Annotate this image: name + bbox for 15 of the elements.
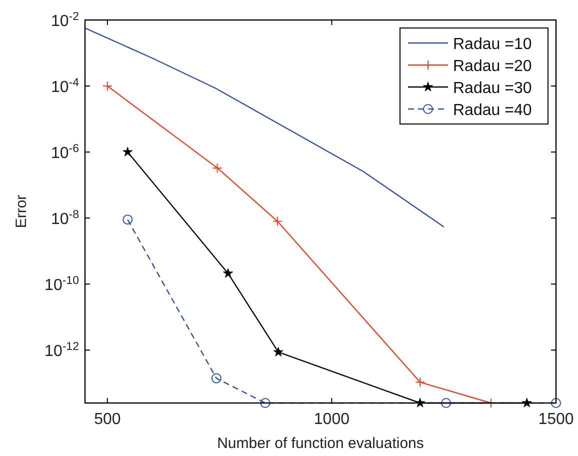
y-axis-title: Error xyxy=(13,194,30,228)
x-tick-label: 1500 xyxy=(538,411,574,428)
y-tick-label: 10$^{-6}$ xyxy=(50,143,79,162)
x-tick-label: 1000 xyxy=(314,411,350,428)
legend-label: Radau =10 xyxy=(453,36,532,53)
x-axis-title: Number of function evaluations xyxy=(217,435,424,452)
x-tick-label: 500 xyxy=(94,411,121,428)
y-tick-label: 10$^{-2}$ xyxy=(50,11,79,30)
legend-label: Radau =20 xyxy=(453,58,532,75)
y-tick-label: 10$^{-10}$ xyxy=(44,275,79,294)
y-tick-label: 10$^{-4}$ xyxy=(50,77,80,96)
y-tick-label: 10$^{-8}$ xyxy=(50,209,79,228)
y-tick-label: 10$^{-12}$ xyxy=(44,341,79,360)
legend-label: Radau =30 xyxy=(453,80,532,97)
legend-label: Radau =40 xyxy=(453,102,532,119)
